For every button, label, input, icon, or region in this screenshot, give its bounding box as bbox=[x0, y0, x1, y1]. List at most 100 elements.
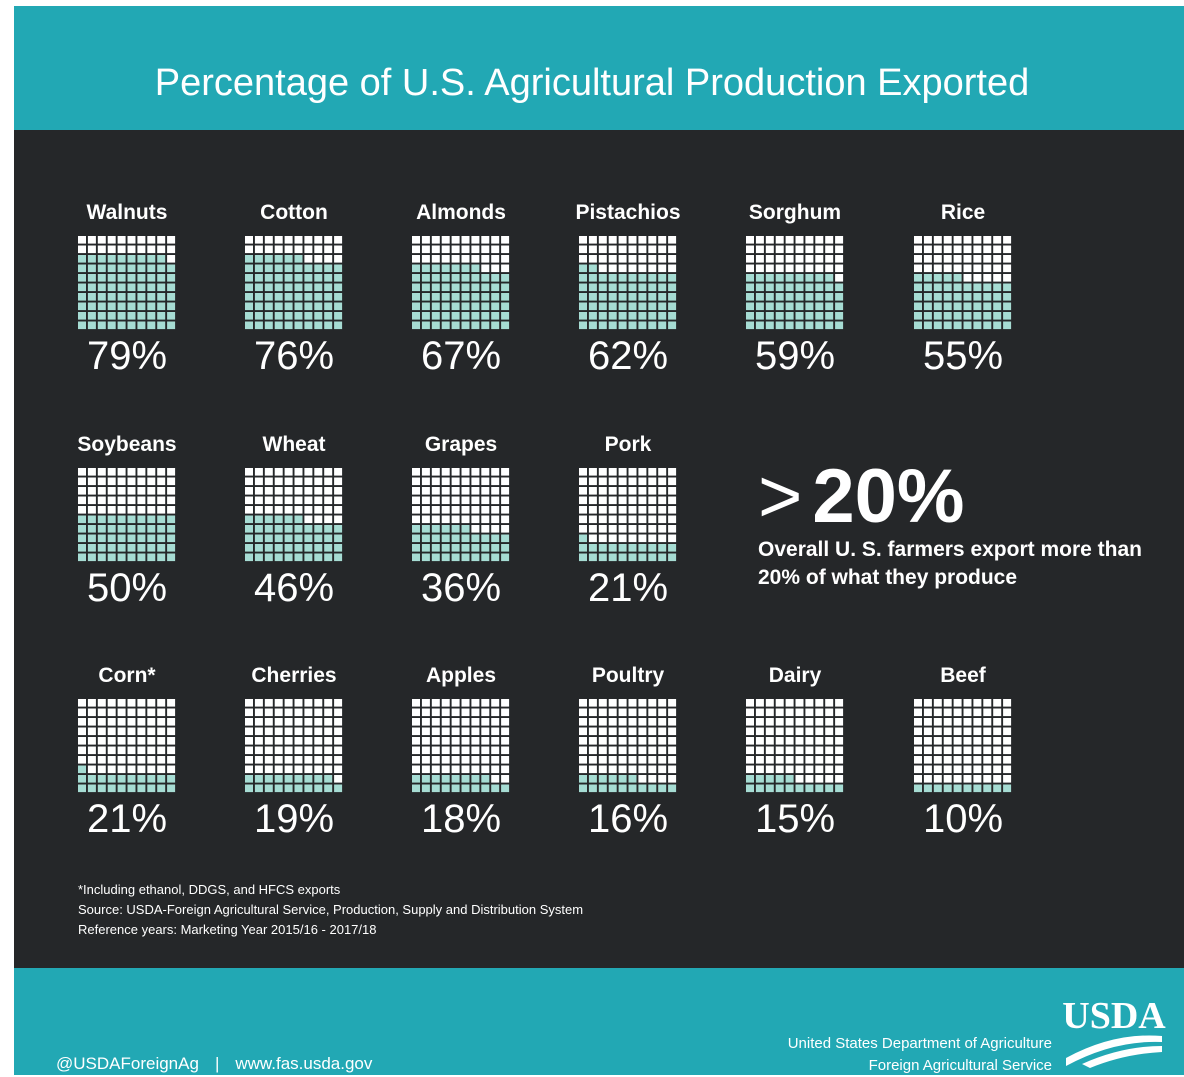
waffle-square-filled bbox=[97, 302, 106, 311]
waffle-square-filled bbox=[451, 264, 460, 273]
website-link[interactable]: www.fas.usda.gov bbox=[235, 1054, 373, 1073]
waffle-square-filled bbox=[746, 775, 754, 783]
waffle-square-empty bbox=[284, 245, 293, 254]
waffle-square-empty bbox=[412, 727, 420, 736]
waffle-square-empty bbox=[588, 487, 597, 495]
waffle-square-empty bbox=[314, 746, 323, 755]
waffle-square-empty bbox=[501, 506, 510, 514]
usda-logo: USDA bbox=[1062, 996, 1166, 1068]
waffle-square-empty bbox=[157, 737, 166, 745]
waffle-square-empty bbox=[501, 236, 510, 244]
waffle-square-filled bbox=[785, 274, 794, 282]
waffle-square-empty bbox=[923, 727, 932, 736]
waffle-square-filled bbox=[254, 283, 263, 292]
waffle-square-empty bbox=[304, 746, 313, 755]
waffle-square-empty bbox=[245, 487, 253, 495]
waffle-square-empty bbox=[461, 477, 470, 486]
waffle-square-empty bbox=[461, 708, 470, 717]
waffle-square-empty bbox=[923, 718, 932, 726]
waffle-square-empty bbox=[658, 765, 667, 774]
waffle-square-filled bbox=[461, 544, 470, 552]
waffle-square-filled bbox=[254, 274, 263, 282]
waffle-square-empty bbox=[628, 534, 637, 543]
waffle-chart bbox=[245, 699, 343, 793]
waffle-chart bbox=[78, 468, 176, 562]
waffle-square-empty bbox=[304, 506, 313, 514]
waffle-square-empty bbox=[598, 245, 607, 254]
waffle-square-filled bbox=[481, 553, 490, 562]
waffle-square-empty bbox=[471, 477, 480, 486]
waffle-square-empty bbox=[993, 264, 1002, 273]
waffle-square-filled bbox=[501, 553, 510, 562]
waffle-square-empty bbox=[471, 468, 480, 476]
waffle-square-filled bbox=[441, 293, 450, 301]
waffle-square-empty bbox=[412, 468, 420, 476]
waffle-square-empty bbox=[314, 468, 323, 476]
waffle-square-filled bbox=[254, 784, 263, 793]
waffle-square-filled bbox=[933, 274, 942, 282]
waffle-square-empty bbox=[491, 506, 500, 514]
crop-label: Poultry bbox=[591, 664, 665, 687]
waffle-square-empty bbox=[87, 468, 96, 476]
waffle-square-empty bbox=[755, 255, 764, 263]
waffle-square-empty bbox=[294, 487, 303, 495]
waffle-square-empty bbox=[775, 737, 784, 745]
waffle-square-empty bbox=[127, 727, 136, 736]
waffle-square-empty bbox=[167, 245, 176, 254]
waffle-square-filled bbox=[471, 321, 480, 330]
waffle-square-empty bbox=[638, 708, 647, 717]
waffle-square-filled bbox=[628, 321, 637, 330]
waffle-square-filled bbox=[471, 553, 480, 562]
waffle-square-filled bbox=[274, 553, 283, 562]
social-handle-link[interactable]: @USDAForeignAg bbox=[56, 1054, 199, 1073]
waffle-square-empty bbox=[147, 468, 156, 476]
waffle-square-empty bbox=[579, 699, 587, 707]
waffle-square-empty bbox=[147, 737, 156, 745]
waffle-square-empty bbox=[334, 477, 343, 486]
waffle-square-filled bbox=[825, 312, 834, 320]
crop-cell: Sorghum 59% bbox=[705, 200, 885, 378]
waffle-square-empty bbox=[765, 756, 774, 764]
waffle-square-filled bbox=[668, 283, 677, 292]
waffle-square-empty bbox=[157, 708, 166, 717]
waffle-square-empty bbox=[471, 756, 480, 764]
waffle-square-empty bbox=[953, 245, 962, 254]
waffle-square-empty bbox=[461, 468, 470, 476]
waffle-square-empty bbox=[274, 708, 283, 717]
waffle-square-filled bbox=[167, 515, 176, 524]
waffle-square-filled bbox=[294, 283, 303, 292]
waffle-square-empty bbox=[588, 515, 597, 524]
crop-cell: Poultry 16% bbox=[538, 663, 718, 841]
waffle-square-filled bbox=[481, 775, 490, 783]
waffle-square-empty bbox=[274, 737, 283, 745]
waffle-chart bbox=[579, 699, 677, 793]
waffle-square-filled bbox=[117, 283, 126, 292]
waffle-square-filled bbox=[598, 312, 607, 320]
waffle-square-empty bbox=[97, 765, 106, 774]
waffle-square-empty bbox=[451, 727, 460, 736]
waffle-square-empty bbox=[87, 245, 96, 254]
waffle-square-empty bbox=[461, 255, 470, 263]
waffle-square-filled bbox=[137, 274, 146, 282]
waffle-square-filled bbox=[431, 784, 440, 793]
waffle-square-empty bbox=[274, 468, 283, 476]
waffle-square-empty bbox=[97, 506, 106, 514]
waffle-square-filled bbox=[412, 784, 420, 793]
waffle-square-filled bbox=[963, 312, 972, 320]
crop-label: Soybeans bbox=[77, 433, 177, 456]
waffle-square-empty bbox=[785, 699, 794, 707]
waffle-square-empty bbox=[785, 236, 794, 244]
waffle-square-empty bbox=[835, 245, 844, 254]
waffle-square-filled bbox=[973, 312, 982, 320]
waffle-square-empty bbox=[264, 477, 273, 486]
waffle-square-empty bbox=[933, 737, 942, 745]
waffle-square-empty bbox=[1003, 236, 1012, 244]
waffle-square-empty bbox=[598, 496, 607, 505]
waffle-square-filled bbox=[421, 264, 430, 273]
waffle-square-empty bbox=[963, 727, 972, 736]
crop-label: Apples bbox=[425, 664, 496, 687]
waffle-square-filled bbox=[588, 784, 597, 793]
waffle-square-empty bbox=[451, 699, 460, 707]
waffle-square-empty bbox=[314, 496, 323, 505]
waffle-square-filled bbox=[412, 775, 420, 783]
